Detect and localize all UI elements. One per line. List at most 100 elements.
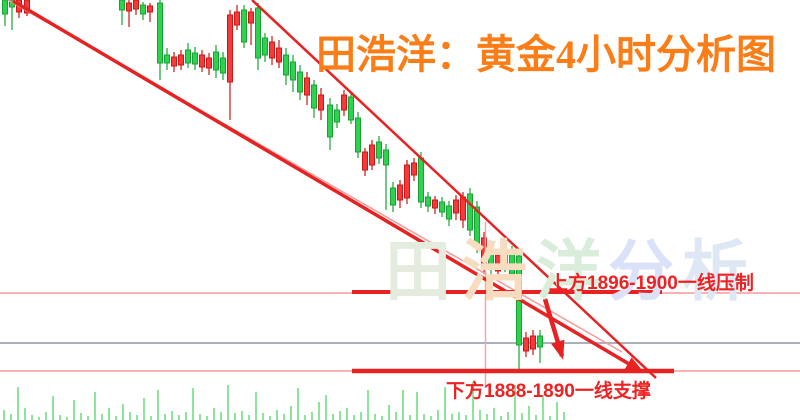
volume-bar: [311, 412, 313, 420]
volume-bar: [493, 408, 495, 420]
candle-body: [255, 7, 261, 59]
volume-bar: [339, 411, 341, 420]
candle-body: [304, 77, 310, 96]
volume-bar: [255, 392, 257, 420]
candle-body: [453, 199, 459, 214]
candle-body: [390, 187, 396, 206]
volume-bar: [465, 415, 467, 420]
volume-bar: [325, 395, 327, 420]
volume-bar: [248, 415, 250, 420]
volume-bar: [395, 412, 397, 420]
volume-bar: [416, 392, 418, 420]
volume-bar: [171, 411, 173, 420]
candle-body: [178, 54, 184, 66]
volume-bar: [115, 416, 117, 420]
candle-body: [488, 251, 494, 270]
volume-bar: [94, 392, 96, 420]
candle-body: [140, 4, 146, 15]
breakdown-arrow: [542, 298, 565, 360]
candle-body: [327, 104, 333, 138]
volume-bar: [437, 410, 439, 420]
volume-bar: [486, 414, 488, 420]
candle-body: [164, 54, 170, 64]
volume-bar: [129, 412, 131, 420]
volume-bar: [276, 410, 278, 420]
volume-bar: [458, 412, 460, 420]
candle-body: [502, 248, 508, 267]
candle-body: [355, 117, 361, 153]
candle-body: [467, 193, 473, 231]
volume-bar: [73, 400, 75, 420]
candle-body: [530, 335, 536, 350]
volume-bar: [430, 416, 432, 420]
candle-body: [227, 14, 233, 83]
volume-bar: [150, 416, 152, 420]
candle-body: [311, 84, 317, 109]
volume-bar: [332, 414, 334, 420]
volume-bar: [528, 406, 530, 420]
volume-bar: [206, 416, 208, 420]
volume-bar: [241, 411, 243, 420]
volume-bar: [451, 414, 453, 420]
candle-body: [474, 206, 480, 245]
volume-bar: [318, 402, 320, 420]
channel-lower-main: [12, 0, 645, 374]
volume-bar: [381, 416, 383, 420]
volume-bar: [143, 398, 145, 420]
volume-bar: [290, 406, 292, 420]
candle-body: [425, 196, 431, 207]
volume-bar: [409, 415, 411, 420]
volume-bar: [192, 388, 194, 420]
volume-bar: [542, 395, 544, 420]
candle-body: [509, 251, 515, 275]
volume-bar: [402, 390, 404, 420]
candle-body: [276, 47, 282, 63]
volume-bar: [521, 413, 523, 420]
volume-bar: [17, 387, 19, 420]
volume-bar: [297, 388, 299, 420]
volume-bar: [164, 414, 166, 420]
candle-body: [341, 94, 347, 111]
candle-body: [2, 0, 8, 15]
volume-bar: [367, 390, 369, 420]
volume-bar: [535, 415, 537, 420]
candle-body: [495, 254, 501, 272]
volume-bar: [353, 415, 355, 420]
volume-bar: [563, 412, 565, 420]
candle-body: [481, 237, 487, 267]
candle-body: [376, 141, 382, 159]
volume-bar: [24, 408, 26, 420]
volume-bar: [556, 402, 558, 420]
candle-body: [220, 57, 226, 74]
volume-bar: [38, 417, 40, 420]
candle-body: [432, 199, 438, 209]
volume-bar: [122, 404, 124, 420]
candle-body: [369, 144, 375, 166]
volume-bar: [346, 408, 348, 420]
candle-body: [213, 51, 219, 71]
volume-bar: [283, 414, 285, 420]
volume-bar: [52, 396, 54, 420]
candle-body: [383, 149, 389, 166]
candle-body: [537, 335, 543, 348]
candle-body: [334, 109, 340, 123]
volume-bar: [360, 412, 362, 420]
candle-body: [290, 61, 296, 81]
volume-bar: [444, 387, 446, 420]
volume-bar: [213, 408, 215, 420]
volume-bar: [59, 415, 61, 420]
volume-bar: [423, 414, 425, 420]
candle-body: [185, 49, 191, 64]
volume-bar: [304, 415, 306, 420]
candle-body: [446, 205, 452, 220]
volume-bar: [157, 390, 159, 420]
candle-body: [397, 184, 403, 201]
volume-bar: [101, 414, 103, 420]
candle-body: [126, 2, 132, 12]
candle-body: [157, 2, 163, 64]
volume-bar: [87, 416, 89, 420]
volume-bar: [199, 414, 201, 420]
candle-body: [348, 96, 354, 121]
volume-bar: [262, 413, 264, 420]
